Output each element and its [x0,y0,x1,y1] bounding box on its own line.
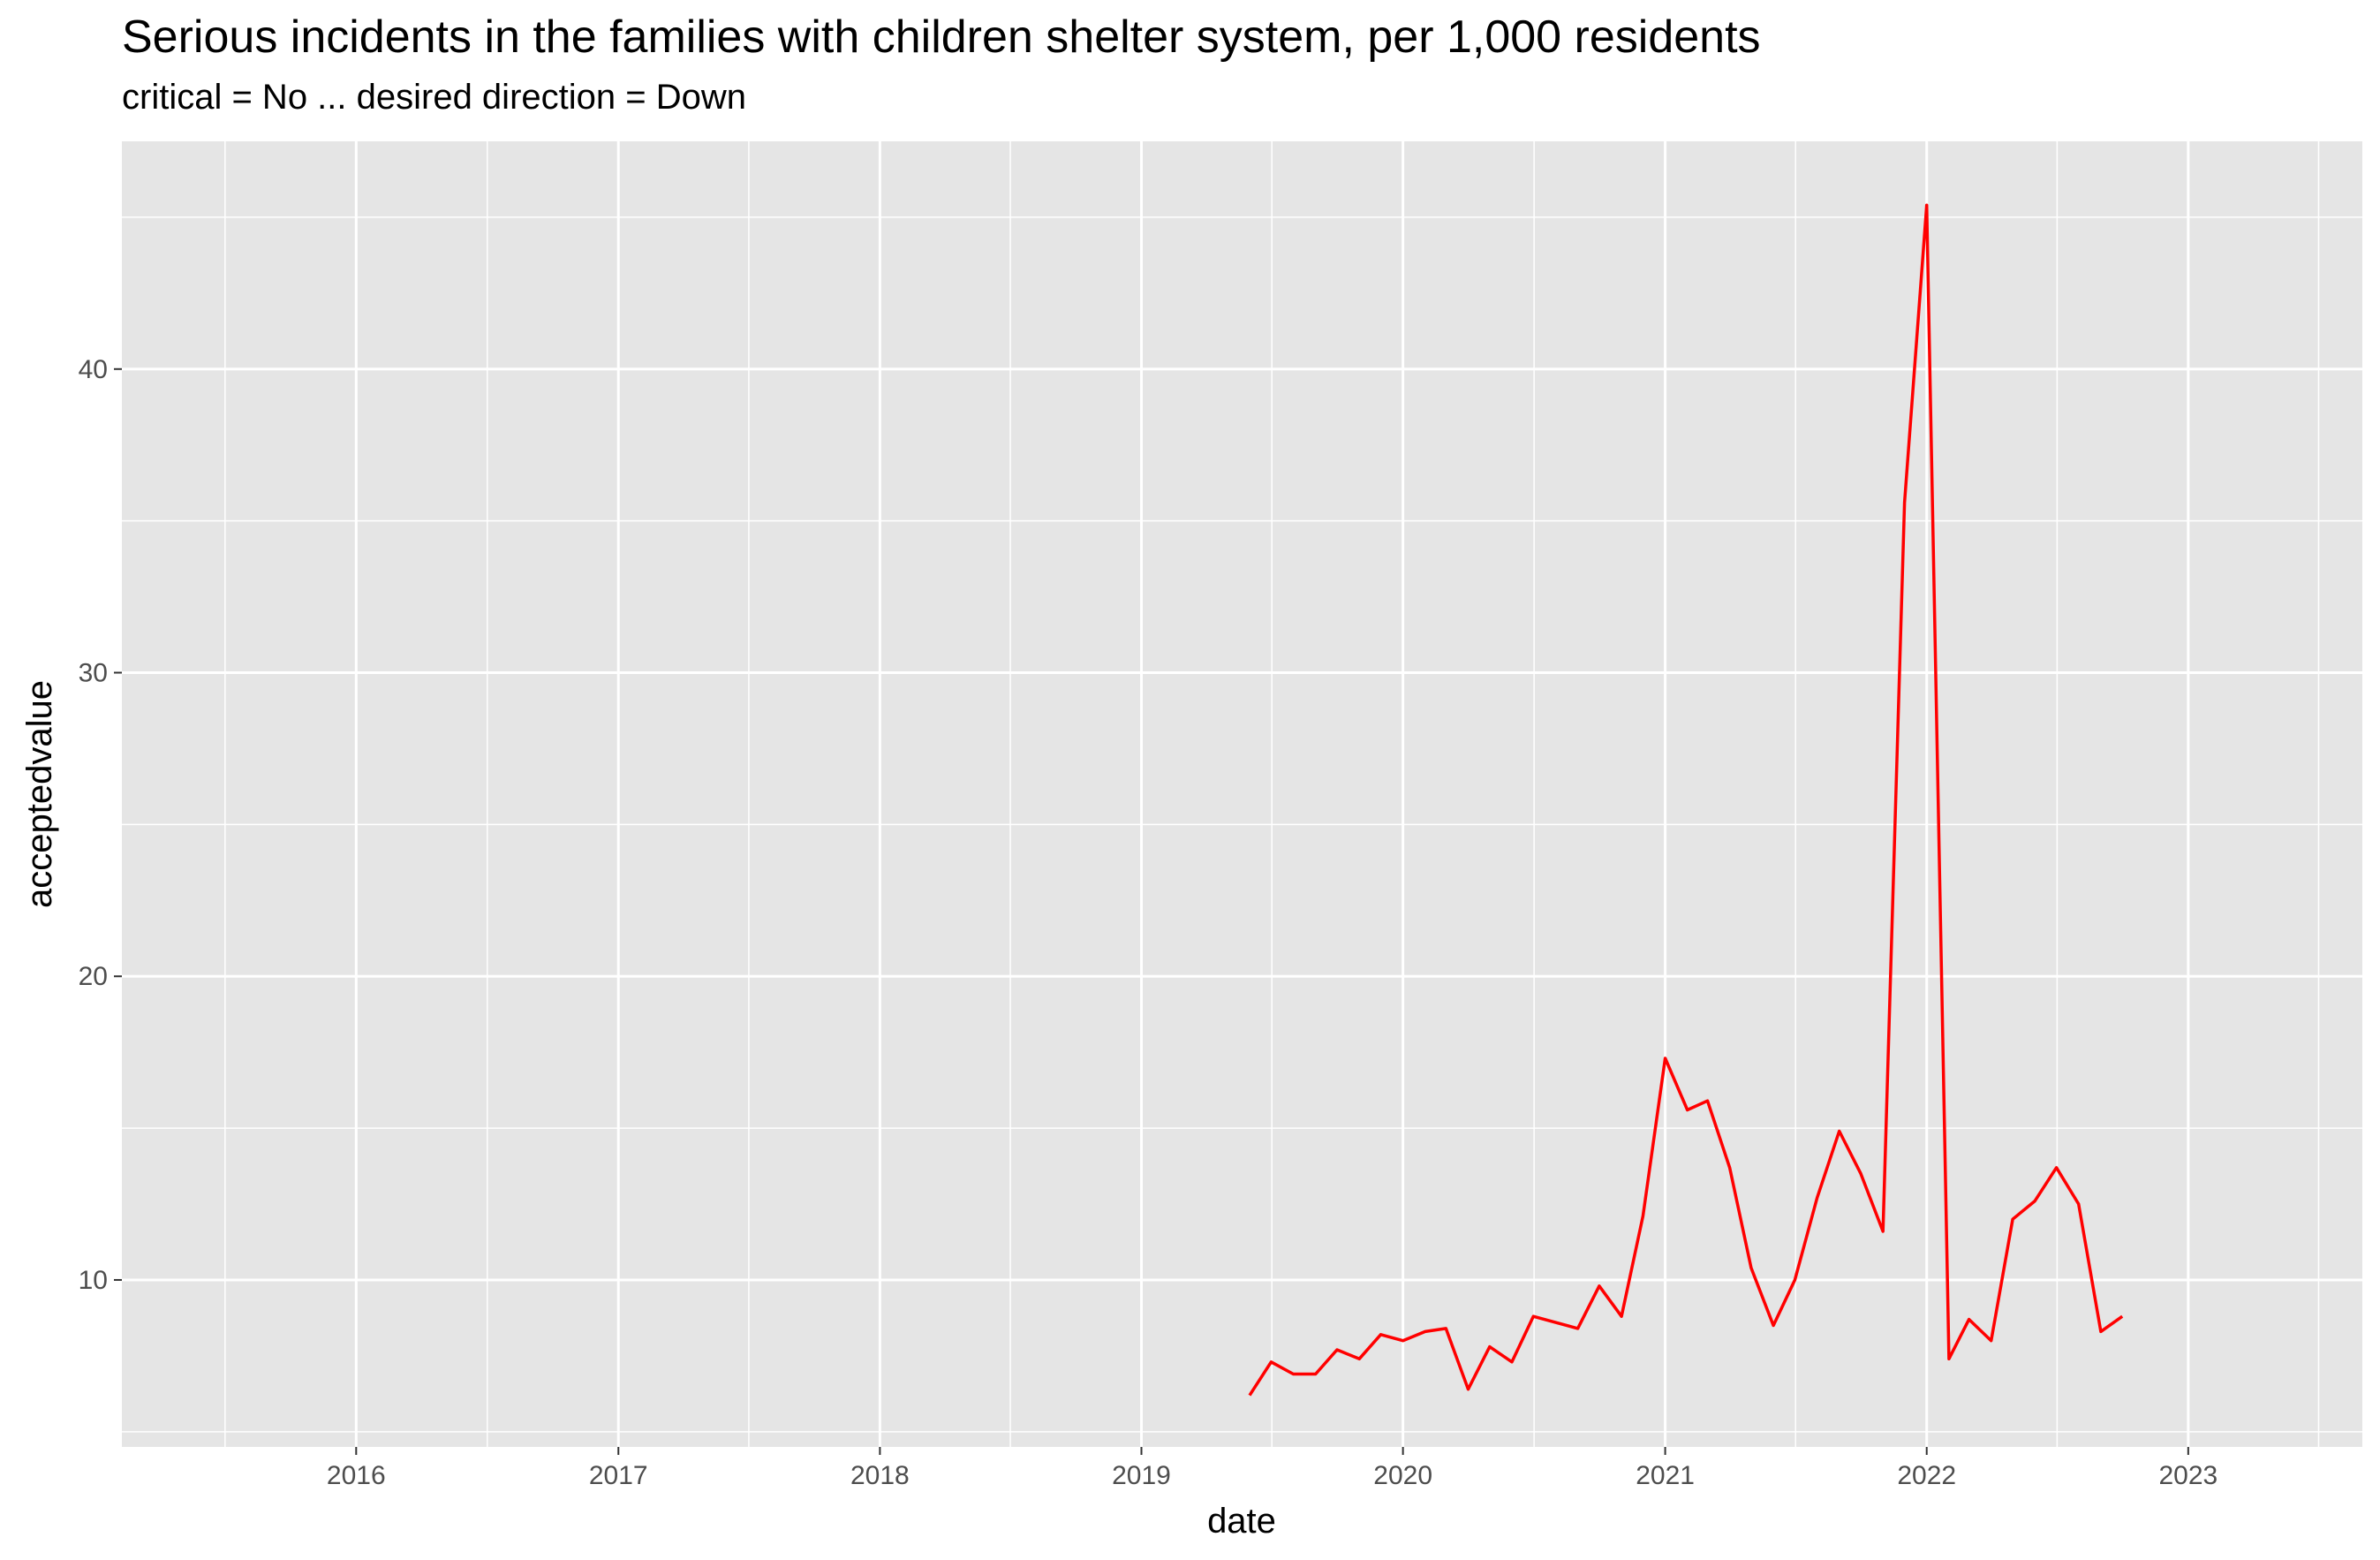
x-axis: 2016 2017 2018 2019 2020 2021 2022 2023 [327,1447,2218,1490]
x-tick-label: 2022 [1897,1461,1956,1490]
y-tick-label: 20 [79,962,108,991]
plot-panel [122,141,2362,1447]
y-axis-title: acceptedvalue [20,680,59,908]
series-line [1248,203,2124,1397]
x-tick-label: 2020 [1373,1461,1432,1490]
y-tick-label: 10 [79,1266,108,1295]
x-tick-label: 2019 [1112,1461,1171,1490]
x-axis-title: date [1207,1502,1276,1541]
x-tick-label: 2018 [850,1461,910,1490]
x-tick-label: 2021 [1636,1461,1695,1490]
major-gridlines [122,141,2362,1447]
y-axis: 10 20 30 40 [79,355,122,1295]
y-tick-label: 30 [79,659,108,688]
x-tick-label: 2017 [589,1461,648,1490]
minor-gridlines [122,141,2362,1447]
chart-subtitle: critical = No ... desired direction = Do… [122,78,746,117]
y-tick-label: 40 [79,355,108,384]
x-tick-label: 2023 [2158,1461,2218,1490]
x-tick-label: 2016 [327,1461,386,1490]
chart-title: Serious incidents in the families with c… [122,11,1761,63]
